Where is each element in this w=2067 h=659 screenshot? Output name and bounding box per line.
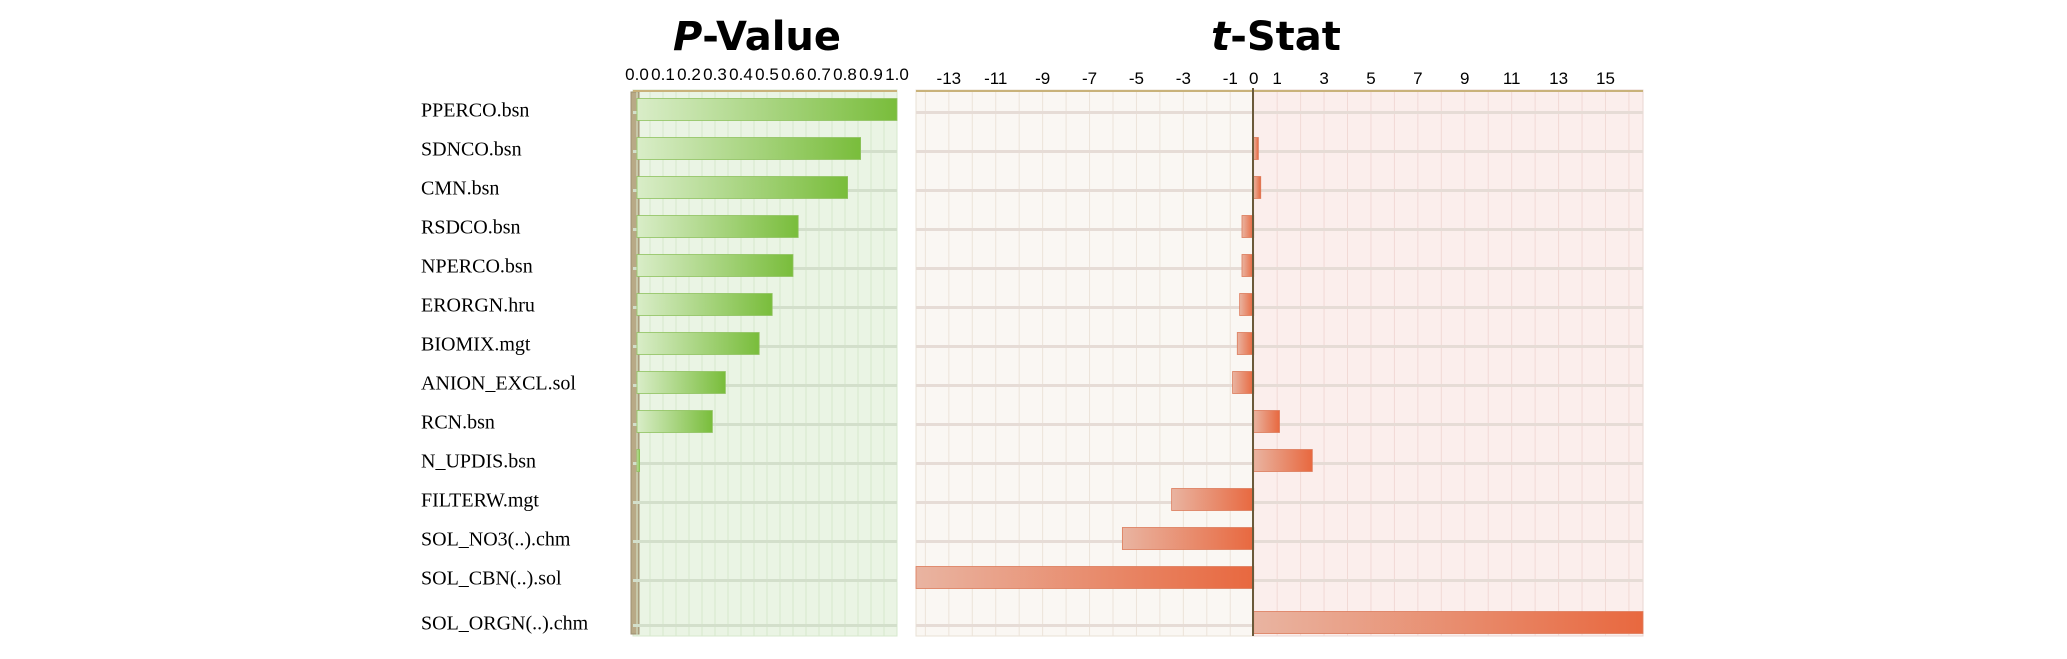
parameter-label: ANION_EXCL.sol [421, 373, 576, 395]
tstat-tick-label: 15 [1596, 69, 1615, 88]
tstat-bar [1171, 488, 1255, 511]
pvalue-title: P-Value [673, 14, 841, 60]
parameter-label: ERORGN.hru [421, 295, 535, 317]
pvalue-bar [636, 98, 898, 121]
tstat-bar [1121, 527, 1255, 550]
parameter-label: RCN.bsn [421, 412, 495, 434]
pvalue-bar [636, 410, 713, 433]
pvalue-tick-label: 0.0 [625, 65, 649, 84]
tstat-tick-label: 1 [1272, 69, 1281, 88]
pvalue-bar [636, 449, 640, 472]
tstat-tick-label: -13 [937, 69, 962, 88]
parameter-label: SOL_NO3(..).chm [421, 529, 571, 551]
tstat-title: t-Stat [1211, 14, 1341, 60]
pvalue-tick-label: 0.6 [781, 65, 805, 84]
tstat-tick-label: -3 [1176, 69, 1191, 88]
pvalue-bar [636, 176, 849, 199]
tstat-tick-label: 13 [1549, 69, 1568, 88]
tstat-bar [1253, 137, 1259, 160]
tstat-tick-label: 9 [1460, 69, 1469, 88]
tstat-tick-label: 7 [1413, 69, 1422, 88]
pvalue-tick-label: 0.2 [677, 65, 701, 84]
pvalue-bar [636, 137, 862, 160]
pvalue-tick-label: 0.7 [807, 65, 831, 84]
pvalue-bar [636, 371, 726, 394]
pvalue-tick-label: 0.3 [703, 65, 727, 84]
pvalue-tick-label: 0.1 [651, 65, 675, 84]
tstat-bar [1253, 449, 1313, 472]
tstat-tick-label: -11 [984, 69, 1007, 88]
tstat-bar [1232, 371, 1255, 394]
tstat-plot-area-positive [1252, 89, 1644, 637]
tstat-tick-label: -1 [1223, 69, 1238, 88]
parameter-label: BIOMIX.mgt [421, 334, 531, 356]
tstat-bar [1241, 254, 1255, 277]
parameter-label: N_UPDIS.bsn [421, 451, 536, 473]
parameter-label: PPERCO.bsn [421, 100, 529, 122]
tstat-bar [1253, 176, 1262, 199]
pvalue-bar [636, 215, 799, 238]
parameter-label: SDNCO.bsn [421, 139, 522, 161]
tstat-tick-label: -9 [1035, 69, 1050, 88]
pvalue-tick-label: 0.8 [833, 65, 857, 84]
pvalue-plot-area [632, 89, 898, 637]
pvalue-bar [636, 293, 773, 316]
tstat-plot-area-negative [915, 89, 1254, 637]
tstat-bar [1236, 332, 1255, 355]
tstat-tick-label: 0 [1249, 69, 1258, 88]
pvalue-bar [636, 332, 760, 355]
tstat-tick-label: -7 [1082, 69, 1097, 88]
parameter-label: SOL_ORGN(..).chm [421, 613, 589, 635]
pvalue-tick-label: 0.4 [729, 65, 753, 84]
tstat-bar [915, 566, 1255, 589]
parameter-label: SOL_CBN(..).sol [421, 568, 562, 590]
pvalue-tick-label: 0.9 [859, 65, 883, 84]
tstat-tick-label: 5 [1366, 69, 1375, 88]
tstat-tick-label: -5 [1129, 69, 1144, 88]
tstat-bar [1239, 293, 1255, 316]
pvalue-tick-label: 1.0 [885, 65, 909, 84]
tstat-tick-label: 11 [1503, 69, 1521, 88]
parameter-label: CMN.bsn [421, 178, 499, 200]
pvalue-bar [636, 254, 794, 277]
tstat-bar [1241, 215, 1255, 238]
tstat-bar [1253, 611, 1644, 634]
parameter-label: FILTERW.mgt [421, 490, 539, 512]
tstat-tick-label: 3 [1319, 69, 1328, 88]
pvalue-scrollbar[interactable] [630, 91, 640, 635]
parameter-label: RSDCO.bsn [421, 217, 520, 239]
bar-layer [636, 98, 1644, 634]
parameter-labels: PPERCO.bsn SDNCO.bsn CMN.bsn RSDCO.bsn NPERC… [421, 100, 589, 635]
tick-layer: 0.0 0.1 0.2 0.3 0.4 0.5 0.6 0.7 0.8 0.9 1.0 -13 -11-… [625, 65, 1615, 88]
parameter-label: NPERCO.bsn [421, 256, 533, 278]
pvalue-tick-label: 0.5 [755, 65, 779, 84]
tstat-bar [1253, 410, 1280, 433]
